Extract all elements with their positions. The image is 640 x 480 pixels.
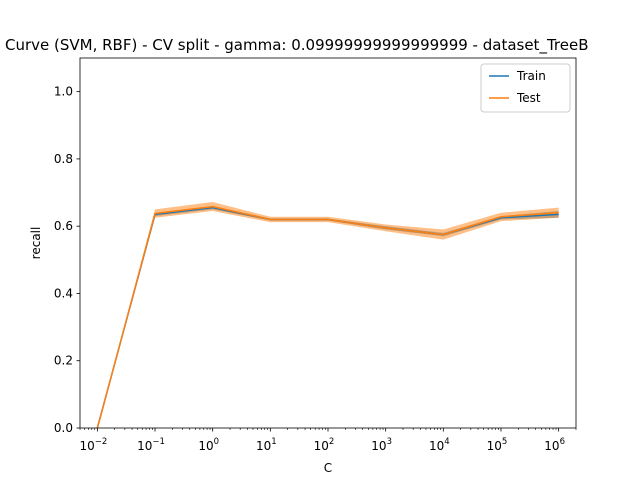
series-lines xyxy=(96,205,559,428)
line-test xyxy=(96,205,559,428)
legend: Train Test xyxy=(480,63,571,113)
y-axis-label: recall xyxy=(29,227,43,260)
y-tick-label: 0.0 xyxy=(54,421,73,435)
y-tick-label: 0.6 xyxy=(54,219,73,233)
y-axis: 0.0 0.2 0.4 0.6 0.8 1.0 xyxy=(54,85,80,435)
legend-label-train: Train xyxy=(516,69,546,83)
y-tick-label: 0.4 xyxy=(54,286,73,300)
y-tick-label: 1.0 xyxy=(54,85,73,99)
chart-title: Curve (SVM, RBF) - CV split - gamma: 0.0… xyxy=(5,36,588,55)
x-axis-label: C xyxy=(324,461,332,475)
y-tick-label: 0.2 xyxy=(54,354,73,368)
legend-label-test: Test xyxy=(516,91,541,105)
y-tick-label: 0.8 xyxy=(54,152,73,166)
